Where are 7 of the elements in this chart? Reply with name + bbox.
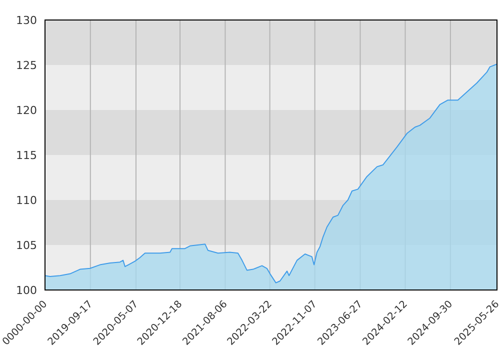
y-tick-label: 125 (16, 58, 37, 72)
y-tick-label: 100 (16, 284, 37, 297)
y-tick-label: 115 (16, 148, 37, 162)
y-tick-label: 120 (16, 104, 37, 117)
y-tick-label: 105 (16, 238, 37, 252)
y-tick-label: 130 (16, 14, 37, 27)
y-tick-label: 110 (16, 194, 37, 207)
